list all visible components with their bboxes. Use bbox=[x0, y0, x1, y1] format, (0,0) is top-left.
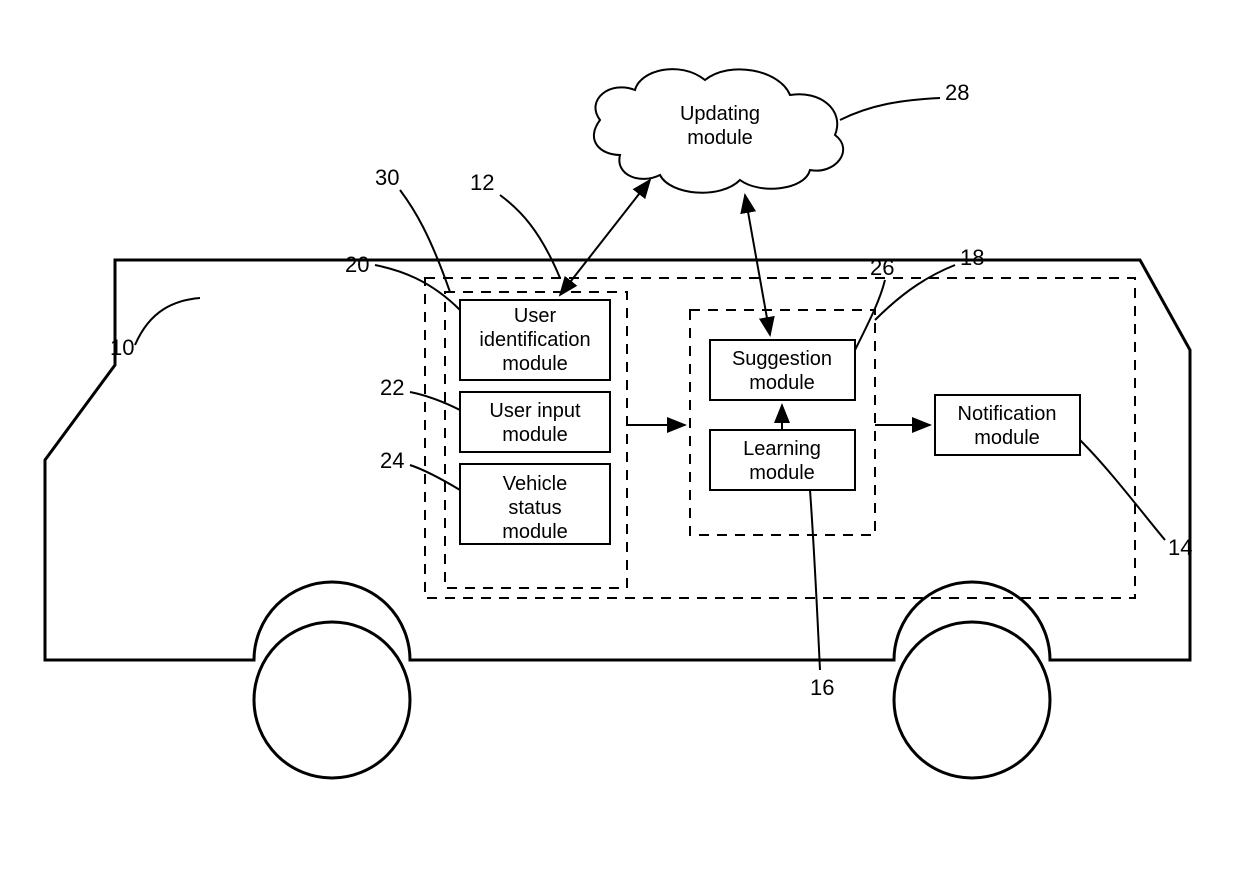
leader-20 bbox=[375, 265, 460, 310]
leader-14 bbox=[1080, 440, 1165, 540]
cloud-line2: module bbox=[687, 127, 753, 149]
front-wheel bbox=[254, 622, 410, 778]
ref-20: 20 bbox=[345, 252, 369, 277]
user-input-line1: User input bbox=[489, 400, 581, 422]
ref-30: 30 bbox=[375, 165, 399, 190]
leader-12 bbox=[500, 195, 560, 278]
ref-18: 18 bbox=[960, 245, 984, 270]
vehicle-outline bbox=[45, 260, 1190, 660]
leader-28 bbox=[840, 98, 940, 120]
user-id-line1: User bbox=[514, 305, 557, 327]
arrow-cloud-suggestion bbox=[745, 195, 770, 335]
notification-line1: Notification bbox=[958, 403, 1057, 425]
diagram-root: User identification module User input mo… bbox=[0, 0, 1240, 875]
leader-10 bbox=[135, 298, 200, 345]
leader-24 bbox=[410, 465, 460, 490]
suggestion-line2: module bbox=[749, 372, 815, 394]
vehicle-status-line3: module bbox=[502, 521, 568, 543]
ref-10: 10 bbox=[110, 335, 134, 360]
cloud-line1: Updating bbox=[680, 103, 760, 125]
ref-12: 12 bbox=[470, 170, 494, 195]
leader-16 bbox=[810, 490, 820, 670]
ref-28: 28 bbox=[945, 80, 969, 105]
leader-22 bbox=[410, 392, 460, 410]
ref-26: 26 bbox=[870, 255, 894, 280]
user-id-line2: identification bbox=[479, 329, 590, 351]
leader-30 bbox=[400, 190, 450, 292]
ref-16: 16 bbox=[810, 675, 834, 700]
learning-line1: Learning bbox=[743, 438, 821, 460]
user-id-line3: module bbox=[502, 353, 568, 375]
ref-24: 24 bbox=[380, 448, 404, 473]
ref-14: 14 bbox=[1168, 535, 1192, 560]
ref-22: 22 bbox=[380, 375, 404, 400]
notification-line2: module bbox=[974, 427, 1040, 449]
user-input-line2: module bbox=[502, 424, 568, 446]
vehicle-status-line2: status bbox=[508, 497, 561, 519]
vehicle-status-line1: Vehicle bbox=[503, 473, 568, 495]
rear-wheel bbox=[894, 622, 1050, 778]
learning-line2: module bbox=[749, 462, 815, 484]
suggestion-line1: Suggestion bbox=[732, 348, 832, 370]
